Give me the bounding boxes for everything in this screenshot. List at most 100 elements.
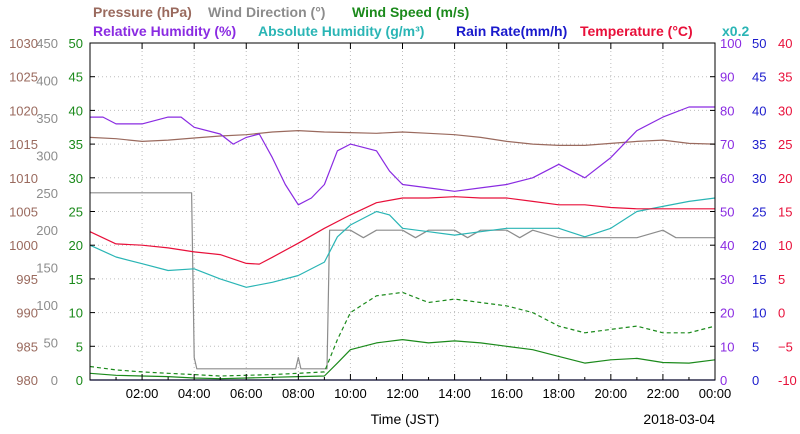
right-axis-tick-label: 0 bbox=[778, 306, 785, 321]
x-axis-tick-label: 16:00 bbox=[490, 386, 523, 401]
left-axis-tick-label: 400 bbox=[36, 73, 58, 88]
right-axis-tick-label: 40 bbox=[720, 238, 734, 253]
left-axis-tick-label: 980 bbox=[16, 373, 38, 388]
x-axis-tick-label: 14:00 bbox=[438, 386, 471, 401]
legend-temperature: Temperature (°C) bbox=[580, 23, 693, 39]
right-axis-tick-label: 5 bbox=[778, 272, 785, 287]
right-axis-tick-label: 15 bbox=[752, 272, 766, 287]
x-axis-tick-label: 20:00 bbox=[595, 386, 628, 401]
left-axis-tick-label: 50 bbox=[69, 36, 83, 51]
right-axis-tick-label: 15 bbox=[778, 205, 792, 220]
left-axis-tick-label: 995 bbox=[16, 272, 38, 287]
x-axis-tick-label: 12:00 bbox=[386, 386, 419, 401]
x-axis-tick-label: 10:00 bbox=[334, 386, 367, 401]
series-line-wind-direction bbox=[90, 192, 715, 370]
left-axis-tick-label: 10 bbox=[69, 306, 83, 321]
right-axis-tick-label: 40 bbox=[752, 103, 766, 118]
right-axis-tick-label: 100 bbox=[720, 36, 742, 51]
left-axis-tick-label: 990 bbox=[16, 306, 38, 321]
right-axis-tick-label: 60 bbox=[720, 171, 734, 186]
left-axis-tick-label: 100 bbox=[36, 298, 58, 313]
left-axis-tick-label: 1020 bbox=[9, 103, 38, 118]
left-axis-tick-label: 1000 bbox=[9, 238, 38, 253]
right-axis-tick-label: 70 bbox=[720, 137, 734, 152]
legend: Pressure (hPa) Wind Direction (°) Wind S… bbox=[93, 4, 749, 39]
left-axis-tick-label: 20 bbox=[69, 238, 83, 253]
left-axis-tick-label: 25 bbox=[69, 205, 83, 220]
left-axes: 9809859909951000100510101015102010251030… bbox=[9, 36, 95, 388]
right-axis-tick-label: 0 bbox=[720, 373, 727, 388]
right-axis-tick-label: 40 bbox=[778, 36, 792, 51]
right-axis-tick-label: 10 bbox=[778, 238, 792, 253]
legend-wind-speed: Wind Speed (m/s) bbox=[352, 4, 469, 20]
left-axis-tick-label: 300 bbox=[36, 148, 58, 163]
right-axis-tick-label: 50 bbox=[720, 205, 734, 220]
right-axis-tick-label: 30 bbox=[778, 103, 792, 118]
left-axis-tick-label: 45 bbox=[69, 70, 83, 85]
left-axis-tick-label: 50 bbox=[44, 336, 58, 351]
series-line-temperature-c bbox=[89, 196, 715, 265]
left-axis-tick-label: 1015 bbox=[9, 137, 38, 152]
left-axis-tick-label: 30 bbox=[69, 171, 83, 186]
right-axis-tick-label: 45 bbox=[752, 70, 766, 85]
left-axis-tick-label: 350 bbox=[36, 111, 58, 126]
right-axis-tick-label: 25 bbox=[752, 205, 766, 220]
left-axis-tick-label: 250 bbox=[36, 186, 58, 201]
x-axis-tick-label: 00:00 bbox=[699, 386, 732, 401]
right-axis-tick-label: 30 bbox=[720, 272, 734, 287]
left-axis-tick-label: 150 bbox=[36, 261, 58, 276]
legend-pressure: Pressure (hPa) bbox=[93, 4, 192, 20]
x-axis-tick-label: 22:00 bbox=[647, 386, 680, 401]
right-axis-tick-label: 30 bbox=[752, 171, 766, 186]
series-line-pressure-hpa bbox=[89, 130, 716, 146]
series-line-relative-humidity bbox=[90, 106, 715, 206]
left-axis-tick-label: 1025 bbox=[9, 70, 38, 85]
date-label: 2018-03-04 bbox=[643, 411, 715, 427]
right-axis-tick-label: 35 bbox=[752, 137, 766, 152]
right-axis-tick-label: 20 bbox=[778, 171, 792, 186]
right-axis-tick-label: 10 bbox=[720, 339, 734, 354]
right-axis-tick-label: 80 bbox=[720, 103, 734, 118]
right-axis-tick-label: 25 bbox=[778, 137, 792, 152]
right-axes: 0102030405060708090100051015202530354045… bbox=[710, 36, 797, 388]
right-axis-tick-label: 5 bbox=[752, 339, 759, 354]
x-axis-tick-label: 08:00 bbox=[282, 386, 315, 401]
legend-wind-direction: Wind Direction (°) bbox=[208, 4, 325, 20]
x-axis-tick-label: 18:00 bbox=[542, 386, 575, 401]
left-axis-tick-label: 1005 bbox=[9, 205, 38, 220]
legend-absolute-humidity: Absolute Humidity (g/m³) bbox=[258, 23, 424, 39]
right-axis-tick-label: 90 bbox=[720, 70, 734, 85]
right-axis-tick-label: 35 bbox=[778, 70, 792, 85]
left-axis-tick-label: 0 bbox=[51, 373, 58, 388]
grid bbox=[90, 43, 715, 380]
x-axis-tick-label: 04:00 bbox=[178, 386, 211, 401]
x-axis-tick-label: 02:00 bbox=[126, 386, 159, 401]
left-axis-tick-label: 200 bbox=[36, 223, 58, 238]
right-axis-tick-label: −5 bbox=[778, 339, 793, 354]
right-axis-tick-label: 50 bbox=[752, 36, 766, 51]
left-axis-tick-label: 15 bbox=[69, 272, 83, 287]
x-axis-tick-label: 06:00 bbox=[230, 386, 263, 401]
right-axis-tick-label: 20 bbox=[720, 306, 734, 321]
left-axis-tick-label: 0 bbox=[76, 373, 83, 388]
left-axis-tick-label: 5 bbox=[76, 339, 83, 354]
right-axis-tick-label: -10 bbox=[778, 373, 797, 388]
left-axis-tick-label: 1010 bbox=[9, 171, 38, 186]
absolute-humidity-scale-note: x0.2 bbox=[722, 23, 749, 39]
right-axis-tick-label: 20 bbox=[752, 238, 766, 253]
x-axis: 02:00 04:00 06:00 08:00 10:00 12:00 14:00 16:00… bbox=[115, 43, 732, 401]
series-line-wind-gust bbox=[89, 291, 716, 377]
left-axis-tick-label: 35 bbox=[69, 137, 83, 152]
right-axis-tick-label: 0 bbox=[752, 373, 759, 388]
series-line-wind-speed-m-s bbox=[89, 339, 716, 380]
left-axis-tick-label: 985 bbox=[16, 339, 38, 354]
left-axis-tick-label: 450 bbox=[36, 36, 58, 51]
series-line-absolute-humidity-g-m bbox=[89, 197, 716, 288]
legend-relative-humidity: Relative Humidity (%) bbox=[93, 23, 236, 39]
left-axis-tick-label: 40 bbox=[69, 103, 83, 118]
legend-rain-rate: Rain Rate(mm/h) bbox=[456, 23, 567, 39]
left-axis-tick-label: 1030 bbox=[9, 36, 38, 51]
x-axis-label: Time (JST) bbox=[371, 411, 440, 427]
right-axis-tick-label: 10 bbox=[752, 306, 766, 321]
